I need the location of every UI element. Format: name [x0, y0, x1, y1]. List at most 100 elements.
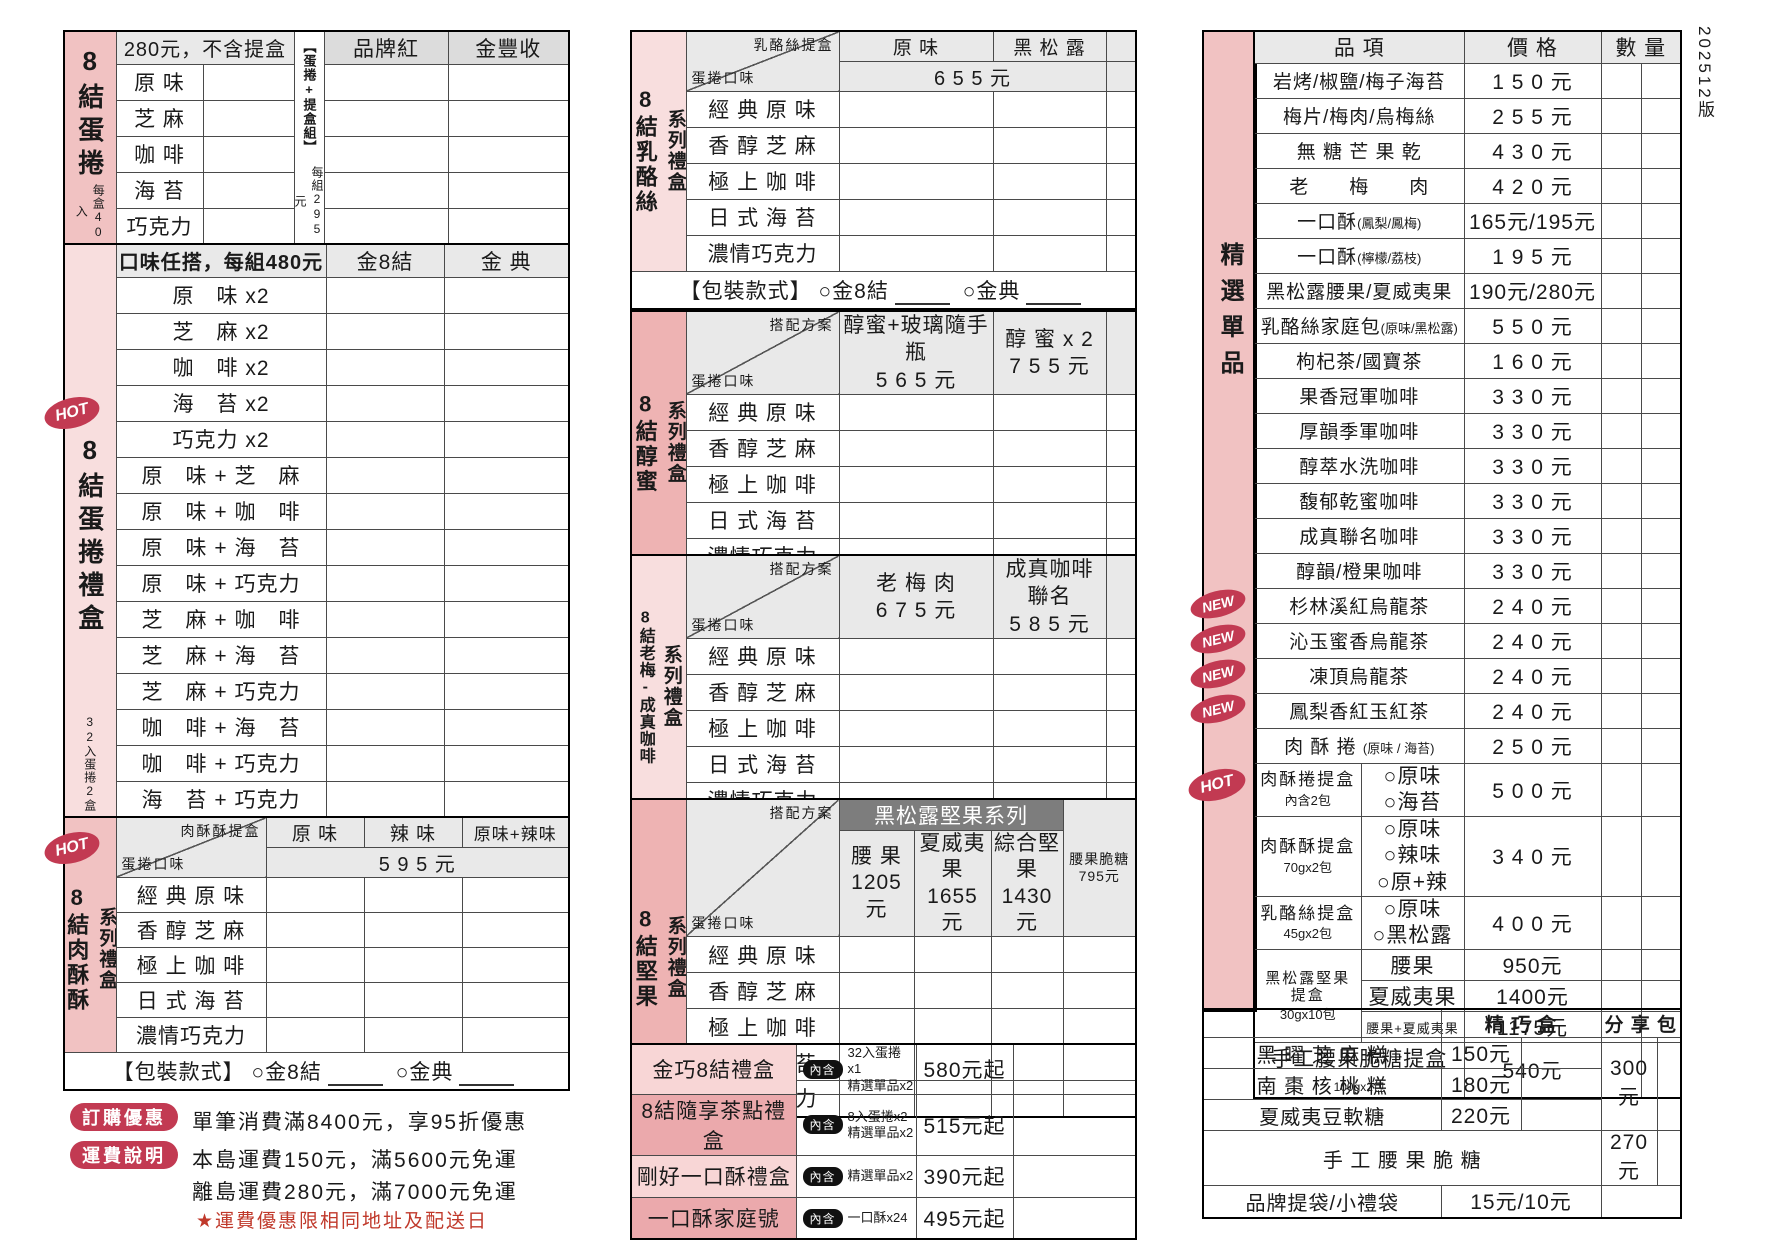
- order-cell[interactable]: [1640, 622, 1682, 659]
- order-cell[interactable]: [838, 709, 994, 747]
- order-cell[interactable]: [1600, 202, 1642, 239]
- order-cell[interactable]: [1640, 692, 1682, 729]
- order-cell[interactable]: [461, 981, 570, 1018]
- order-cell[interactable]: [202, 207, 295, 245]
- order-cell[interactable]: [1012, 1043, 1137, 1095]
- order-cell[interactable]: [1640, 482, 1682, 519]
- order-cell[interactable]: [1600, 949, 1642, 982]
- order-cell[interactable]: [1600, 1185, 1682, 1218]
- order-cell[interactable]: [1640, 980, 1682, 1013]
- order-cell[interactable]: [325, 348, 445, 386]
- packaging-option-golden[interactable]: ○金典: [395, 1060, 454, 1084]
- order-cell[interactable]: [838, 198, 994, 236]
- order-cell[interactable]: [990, 1008, 1064, 1045]
- order-cell[interactable]: [913, 936, 992, 973]
- order-cell[interactable]: [1520, 1099, 1602, 1131]
- order-cell[interactable]: [992, 198, 1107, 236]
- option-original[interactable]: ○原味: [1383, 818, 1442, 841]
- order-cell[interactable]: [1062, 972, 1137, 1009]
- order-cell[interactable]: [325, 528, 445, 566]
- order-cell[interactable]: [363, 911, 463, 948]
- order-cell[interactable]: [265, 876, 365, 913]
- order-cell[interactable]: [1105, 709, 1137, 747]
- packaging-option-gold8[interactable]: ○金8結: [251, 1060, 322, 1084]
- option-original[interactable]: ○原味: [1383, 764, 1442, 788]
- order-cell[interactable]: [1600, 895, 1642, 951]
- order-cell[interactable]: [1105, 90, 1137, 128]
- order-cell[interactable]: [913, 972, 992, 1009]
- option-mixed[interactable]: ○原+辣: [1377, 870, 1448, 894]
- option-original[interactable]: ○原味: [1383, 897, 1442, 921]
- order-cell[interactable]: [1105, 501, 1137, 539]
- order-cell[interactable]: [992, 126, 1107, 164]
- order-cell[interactable]: [1600, 762, 1642, 817]
- order-cell[interactable]: [1640, 132, 1682, 169]
- order-cell[interactable]: [1600, 377, 1642, 414]
- order-cell[interactable]: [325, 708, 445, 746]
- order-cell[interactable]: [838, 637, 994, 675]
- order-cell[interactable]: [1105, 745, 1137, 783]
- order-cell[interactable]: [1640, 949, 1682, 982]
- order-cell[interactable]: [1640, 377, 1682, 414]
- order-cell[interactable]: [1640, 237, 1682, 274]
- order-cell[interactable]: [992, 501, 1107, 539]
- order-cell[interactable]: [443, 636, 570, 674]
- order-cell[interactable]: [838, 234, 994, 272]
- order-cell[interactable]: [1640, 97, 1682, 134]
- order-cell[interactable]: [992, 637, 1107, 675]
- fill-in-blank[interactable]: [459, 1066, 515, 1086]
- order-cell[interactable]: [913, 1008, 992, 1045]
- order-cell[interactable]: [1656, 1037, 1682, 1131]
- order-cell[interactable]: [1012, 1154, 1137, 1198]
- order-cell[interactable]: [443, 600, 570, 638]
- order-cell[interactable]: [1105, 198, 1137, 236]
- order-cell[interactable]: [992, 234, 1107, 272]
- order-cell[interactable]: [1640, 762, 1682, 817]
- order-cell[interactable]: [443, 708, 570, 746]
- order-cell[interactable]: [323, 63, 449, 101]
- order-cell[interactable]: [1600, 272, 1642, 309]
- order-cell[interactable]: [443, 312, 570, 350]
- order-cell[interactable]: [447, 135, 570, 173]
- order-cell[interactable]: [1105, 234, 1137, 272]
- order-cell[interactable]: [838, 936, 915, 973]
- order-cell[interactable]: [1600, 167, 1642, 204]
- order-cell[interactable]: [461, 946, 570, 983]
- order-cell[interactable]: [1062, 1008, 1137, 1045]
- order-cell[interactable]: [1520, 1068, 1602, 1100]
- packaging-option-gold8[interactable]: ○金8結: [818, 279, 889, 303]
- order-cell[interactable]: [1105, 162, 1137, 200]
- order-cell[interactable]: [1600, 307, 1642, 344]
- order-cell[interactable]: [838, 972, 915, 1009]
- order-cell[interactable]: [1600, 622, 1642, 659]
- order-cell[interactable]: [1062, 936, 1137, 973]
- order-cell[interactable]: [325, 420, 445, 458]
- order-cell[interactable]: [1600, 97, 1642, 134]
- order-cell[interactable]: [1105, 673, 1137, 711]
- order-cell[interactable]: [325, 492, 445, 530]
- order-cell[interactable]: [992, 745, 1107, 783]
- order-cell[interactable]: [992, 465, 1107, 503]
- order-cell[interactable]: [992, 429, 1107, 467]
- order-cell[interactable]: [838, 501, 994, 539]
- order-cell[interactable]: [202, 171, 295, 209]
- order-cell[interactable]: [323, 135, 449, 173]
- order-cell[interactable]: [443, 528, 570, 566]
- order-cell[interactable]: [325, 744, 445, 782]
- order-cell[interactable]: [1600, 237, 1642, 274]
- order-cell[interactable]: [1640, 587, 1682, 624]
- order-cell[interactable]: [1640, 657, 1682, 694]
- order-cell[interactable]: [325, 456, 445, 494]
- order-cell[interactable]: [325, 636, 445, 674]
- order-cell[interactable]: [461, 1016, 570, 1053]
- order-cell[interactable]: [1600, 587, 1642, 624]
- order-cell[interactable]: [363, 876, 463, 913]
- order-cell[interactable]: [202, 63, 295, 101]
- order-cell[interactable]: [1640, 517, 1682, 554]
- order-cell[interactable]: [443, 348, 570, 386]
- fill-in-blank[interactable]: [1026, 285, 1082, 305]
- order-cell[interactable]: [447, 207, 570, 245]
- order-cell[interactable]: [990, 936, 1064, 973]
- order-cell[interactable]: [992, 673, 1107, 711]
- order-cell[interactable]: [443, 564, 570, 602]
